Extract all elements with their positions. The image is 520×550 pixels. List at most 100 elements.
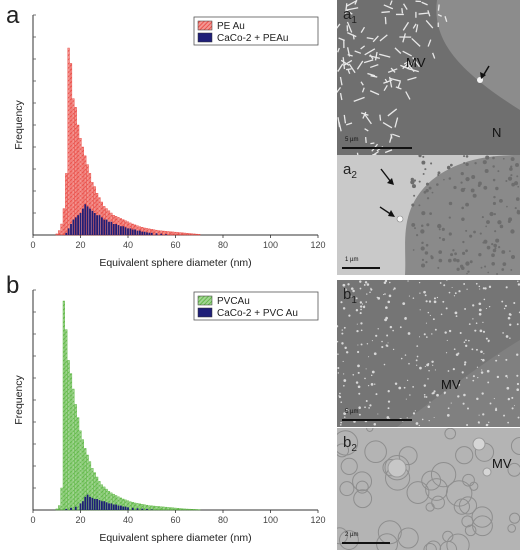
- legend-swatch: [197, 32, 213, 43]
- bar-cells: [103, 219, 106, 235]
- bar-cells: [79, 503, 82, 510]
- bar-cells: [72, 219, 75, 235]
- bar-cells: [141, 508, 144, 510]
- bar-cells: [89, 208, 91, 235]
- bar-primary: [167, 231, 170, 236]
- bar-cells: [91, 210, 94, 235]
- bar-cells: [74, 506, 77, 510]
- bar-primary: [67, 47, 70, 236]
- bar-cells: [131, 507, 134, 510]
- legend-label: CaCo-2 + PEAu: [217, 33, 288, 44]
- bar-cells: [65, 232, 68, 235]
- bar-cells: [86, 206, 89, 235]
- bar-cells: [117, 225, 120, 235]
- bar-cells: [110, 221, 113, 235]
- x-tick-label: 20: [75, 515, 85, 525]
- micrograph-b1-annotation-mv: MV: [441, 377, 461, 392]
- bar-cells: [127, 507, 129, 510]
- bar-cells: [143, 231, 146, 235]
- bar-primary: [179, 232, 182, 236]
- bar-cells: [122, 506, 125, 510]
- bar-cells: [165, 234, 167, 235]
- bar-primary: [138, 503, 141, 511]
- bar-primary: [69, 373, 73, 511]
- bar-primary: [79, 430, 82, 511]
- bar-primary: [148, 505, 151, 511]
- bar-cells: [131, 229, 134, 235]
- bar-primary: [72, 388, 75, 511]
- micrograph-a1-label: a1: [343, 6, 357, 26]
- bar-cells: [127, 228, 129, 235]
- legend-swatch: [197, 20, 213, 31]
- bar-primary: [60, 487, 63, 511]
- bar-cells: [74, 217, 77, 235]
- x-tick-label: 120: [310, 515, 325, 525]
- bar-cells: [136, 230, 139, 235]
- micrograph-a1-annotation-n: N: [492, 125, 502, 140]
- bar-primary: [153, 229, 156, 236]
- x-axis-label: Equivalent sphere diameter (nm): [99, 532, 251, 544]
- bar-cells: [146, 232, 148, 235]
- bar-primary: [143, 504, 146, 511]
- bar-primary: [176, 232, 179, 236]
- bar-primary: [195, 233, 198, 236]
- y-axis-label: Frequency: [13, 99, 25, 149]
- bar-cells: [98, 215, 101, 235]
- bar-cells: [70, 507, 72, 510]
- bar-primary: [157, 230, 160, 236]
- bar-primary: [67, 360, 70, 511]
- histogram-b: 0 20 40 60 80 100 120 Equivalent sphere diamete…: [13, 289, 326, 544]
- bar-primary: [58, 230, 61, 236]
- bar-primary: [195, 509, 198, 511]
- micrograph-b1-scalebar: 5 µm: [345, 409, 359, 415]
- bar-cells: [115, 224, 118, 235]
- bar-cells: [119, 505, 122, 510]
- bar-primary: [157, 506, 160, 511]
- bar-primary: [74, 107, 77, 236]
- x-tick-label: 100: [263, 515, 278, 525]
- x-tick-label: 40: [123, 240, 133, 250]
- bar-primary: [167, 507, 170, 511]
- legend-swatch: [197, 307, 213, 318]
- micrograph-b2: b2 MV 2 µm: [337, 428, 520, 550]
- bar-cells: [91, 497, 94, 510]
- bar-cells: [150, 509, 153, 510]
- bar-cells: [96, 499, 99, 510]
- bar-primary: [172, 507, 175, 511]
- bar-primary: [62, 208, 65, 236]
- bar-primary: [65, 173, 68, 236]
- bar-cells: [84, 496, 87, 510]
- bar-cells: [105, 502, 108, 510]
- bar-primary: [176, 508, 179, 511]
- bar-primary: [160, 506, 163, 511]
- bar-cells: [70, 224, 72, 235]
- micrograph-b2-scalebar: 2 µm: [345, 532, 359, 538]
- bar-primary: [188, 233, 191, 236]
- micrograph-a2: a2 1 µm: [337, 155, 520, 275]
- bar-cells: [148, 232, 151, 235]
- bar-cells: [81, 208, 84, 235]
- micrograph-a2-label: a2: [343, 161, 357, 181]
- x-tick-label: 120: [310, 240, 325, 250]
- x-axis-label: Equivalent sphere diameter (nm): [99, 257, 251, 269]
- bar-cells: [124, 506, 127, 510]
- bar-primary: [65, 329, 68, 511]
- bar-cells: [100, 501, 103, 510]
- y-axis-label: Frequency: [13, 374, 25, 424]
- bar-primary: [134, 502, 137, 511]
- legend-label: PE Au: [217, 21, 245, 32]
- micrograph-a2-scalebar: 1 µm: [345, 257, 359, 263]
- bar-primary: [188, 508, 191, 511]
- bar-primary: [155, 506, 158, 511]
- bar-primary: [81, 439, 84, 511]
- bar-cells: [79, 213, 82, 235]
- bar-cells: [100, 217, 103, 235]
- bar-cells: [89, 496, 91, 510]
- bar-primary: [72, 98, 75, 236]
- micrograph-b1: b1 MV 5 µm: [337, 280, 520, 427]
- x-tick-label: 80: [218, 240, 228, 250]
- bar-cells: [150, 232, 153, 235]
- bar-cells: [117, 505, 120, 510]
- bar-primary: [62, 300, 65, 511]
- bar-cells: [108, 503, 110, 510]
